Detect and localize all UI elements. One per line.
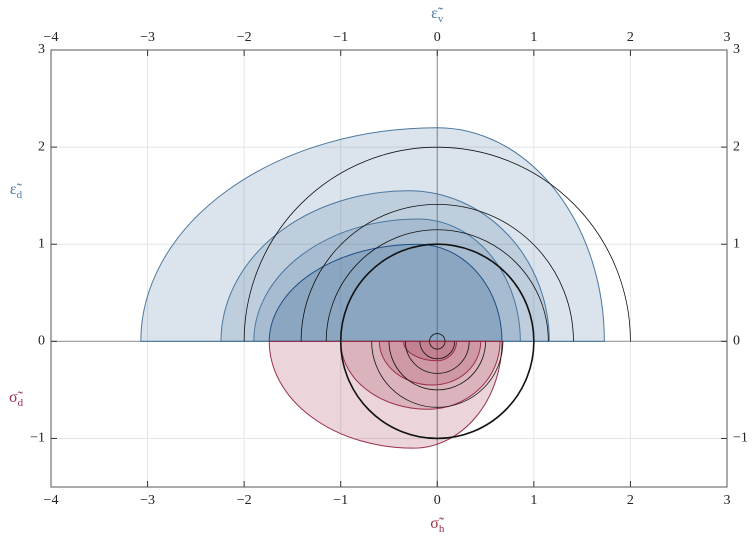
axis-subscript: v — [438, 13, 444, 25]
semicircle — [405, 341, 470, 374]
x2-tick-label: 2 — [627, 30, 634, 45]
axis-label: σ̃d — [9, 389, 24, 409]
x-tick-label: −4 — [44, 493, 59, 508]
x-tick-label: 3 — [724, 493, 731, 508]
axis-subscript: h — [439, 523, 445, 535]
y2-tick-label: −1 — [733, 431, 748, 446]
semicircle — [419, 341, 456, 360]
semicircle — [371, 341, 504, 408]
axis-label: σ̃h — [430, 515, 445, 535]
axis-label: ε̃d — [10, 181, 23, 201]
semicircle — [243, 146, 631, 342]
region — [268, 340, 503, 449]
x-tick-label: 2 — [627, 493, 634, 508]
y2-tick-label: 1 — [733, 236, 740, 251]
y-tick-label: 1 — [38, 236, 45, 251]
x2-tick-label: 3 — [724, 30, 731, 45]
x2-tick-label: −1 — [333, 30, 348, 45]
x2-tick-label: 1 — [530, 30, 537, 45]
region — [378, 340, 482, 386]
y-tick-label: 0 — [38, 334, 45, 349]
x2-tick-label: −4 — [44, 30, 59, 45]
y2-tick-label: 0 — [733, 334, 740, 349]
axis-subscript: d — [18, 397, 24, 409]
y-tick-label: 2 — [38, 139, 45, 154]
region — [253, 218, 521, 342]
y2-tick-label: 2 — [733, 139, 740, 154]
x-tick-label: −1 — [333, 493, 348, 508]
semicircle — [388, 341, 486, 391]
x-tick-label: 1 — [530, 493, 537, 508]
x2-tick-label: −3 — [140, 30, 155, 45]
region — [220, 190, 550, 342]
y-tick-label: −1 — [30, 431, 45, 446]
x-tick-label: −2 — [237, 493, 252, 508]
x2-tick-label: −2 — [237, 30, 252, 45]
region — [340, 340, 501, 410]
y2-tick-label: 3 — [733, 42, 740, 57]
y-tick-label: 3 — [38, 42, 45, 57]
plot-frame — [50, 49, 728, 488]
x-tick-label: 0 — [434, 493, 441, 508]
region — [268, 243, 503, 342]
axis-subscript: d — [17, 189, 23, 201]
semicircle — [325, 229, 549, 342]
axis-label: ε̃v — [431, 5, 444, 25]
circle — [429, 333, 446, 350]
x-tick-label: −3 — [140, 493, 155, 508]
x2-tick-label: 0 — [434, 30, 441, 45]
circle — [339, 243, 535, 440]
